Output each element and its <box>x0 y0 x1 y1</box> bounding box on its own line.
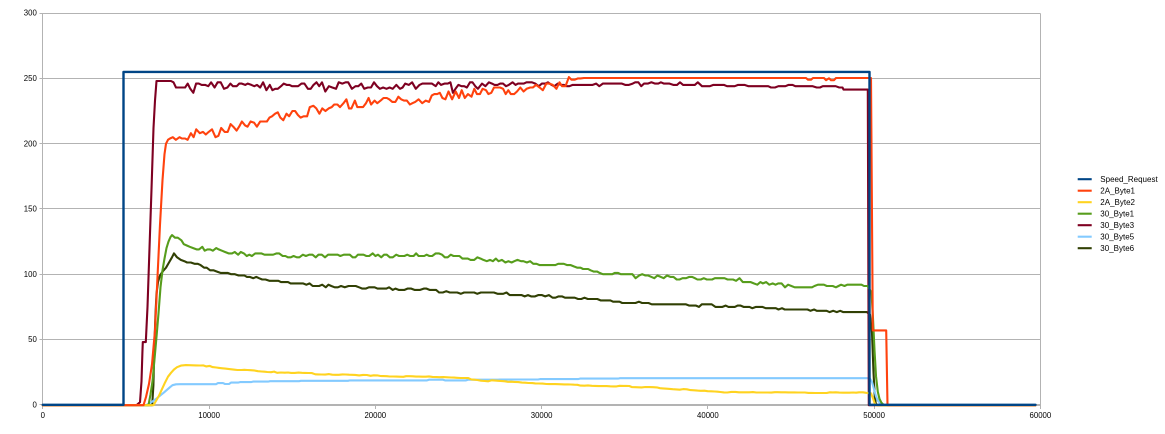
svg-text:30_Byte5: 30_Byte5 <box>1100 233 1134 242</box>
svg-text:30_Byte1: 30_Byte1 <box>1100 210 1134 219</box>
svg-text:50000: 50000 <box>863 411 885 420</box>
svg-text:60000: 60000 <box>1030 411 1052 420</box>
svg-text:20000: 20000 <box>364 411 386 420</box>
svg-text:40000: 40000 <box>697 411 719 420</box>
svg-text:10000: 10000 <box>198 411 220 420</box>
svg-text:150: 150 <box>24 205 38 214</box>
svg-text:0: 0 <box>41 411 46 420</box>
svg-text:30_Byte6: 30_Byte6 <box>1100 244 1134 253</box>
svg-text:2A_Byte1: 2A_Byte1 <box>1100 187 1135 196</box>
svg-text:Speed_Request: Speed_Request <box>1100 175 1158 184</box>
svg-text:200: 200 <box>24 139 38 148</box>
svg-text:50: 50 <box>28 335 37 344</box>
svg-text:100: 100 <box>24 270 38 279</box>
svg-text:250: 250 <box>24 74 38 83</box>
svg-text:30000: 30000 <box>531 411 553 420</box>
svg-text:30_Byte3: 30_Byte3 <box>1100 221 1134 230</box>
svg-text:0: 0 <box>32 400 37 409</box>
svg-text:300: 300 <box>24 9 38 18</box>
svg-text:2A_Byte2: 2A_Byte2 <box>1100 198 1135 207</box>
